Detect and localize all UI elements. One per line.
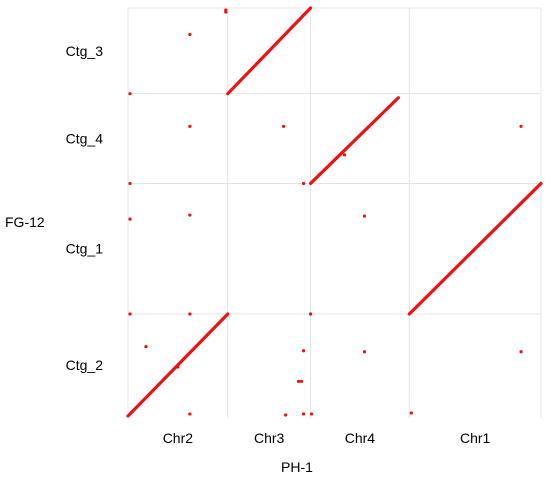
y-axis-label: FG-12 xyxy=(5,214,45,230)
x-tick-label-chr2: Chr2 xyxy=(163,430,194,446)
alignment-point xyxy=(309,412,314,416)
x-tick-label-chr1: Chr1 xyxy=(460,430,491,446)
alignment-point xyxy=(409,411,413,415)
x-tick-label-chr3: Chr3 xyxy=(254,430,285,446)
alignment-point xyxy=(128,312,132,316)
grid-lines xyxy=(127,7,542,418)
alignment-point xyxy=(296,379,301,383)
alignment-point xyxy=(144,345,148,349)
alignment-point xyxy=(284,413,288,417)
y-tick-label-ctg-3: Ctg_3 xyxy=(66,43,104,59)
alignment-point xyxy=(362,214,367,218)
alignment-segments xyxy=(126,6,543,418)
alignment-point xyxy=(299,379,304,383)
y-tick-label-ctg-4: Ctg_4 xyxy=(66,131,104,147)
alignment-point xyxy=(128,92,132,96)
y-tick-label-ctg-2: Ctg_2 xyxy=(66,357,104,373)
alignment-segment-ctg-1-vs-chr1 xyxy=(407,181,543,316)
alignment-point xyxy=(301,412,306,416)
alignment-point xyxy=(519,350,523,354)
alignment-point xyxy=(176,365,180,369)
alignment-point xyxy=(188,312,192,316)
alignment-point xyxy=(282,124,286,128)
y-tick-labels: Ctg_3 Ctg_4 Ctg_1 Ctg_2 xyxy=(66,43,104,373)
alignment-point xyxy=(188,412,192,416)
x-tick-label-chr4: Chr4 xyxy=(345,430,376,446)
alignment-point xyxy=(188,213,192,217)
alignment-point xyxy=(362,350,367,354)
alignment-point xyxy=(188,32,192,37)
alignment-segment-ctg-3-vs-chr3 xyxy=(226,6,313,96)
alignment-point xyxy=(519,124,523,128)
alignment-point xyxy=(342,153,347,157)
alignment-point xyxy=(308,312,313,316)
alignment-segment-ctg-2-vs-chr2 xyxy=(126,312,230,418)
alignment-segment-ctg-4-vs-chr4 xyxy=(308,96,400,186)
alignment-point xyxy=(128,217,132,221)
x-tick-labels: Chr2 Chr3 Chr4 Chr1 xyxy=(163,430,491,446)
alignment-point xyxy=(301,349,306,353)
alignment-point xyxy=(224,10,228,14)
alignment-point xyxy=(301,181,306,186)
y-tick-label-ctg-1: Ctg_1 xyxy=(66,241,104,257)
alignment-point xyxy=(128,181,132,186)
alignment-point xyxy=(188,124,192,128)
x-axis-label: PH-1 xyxy=(281,459,313,475)
alignment-points xyxy=(128,8,523,417)
